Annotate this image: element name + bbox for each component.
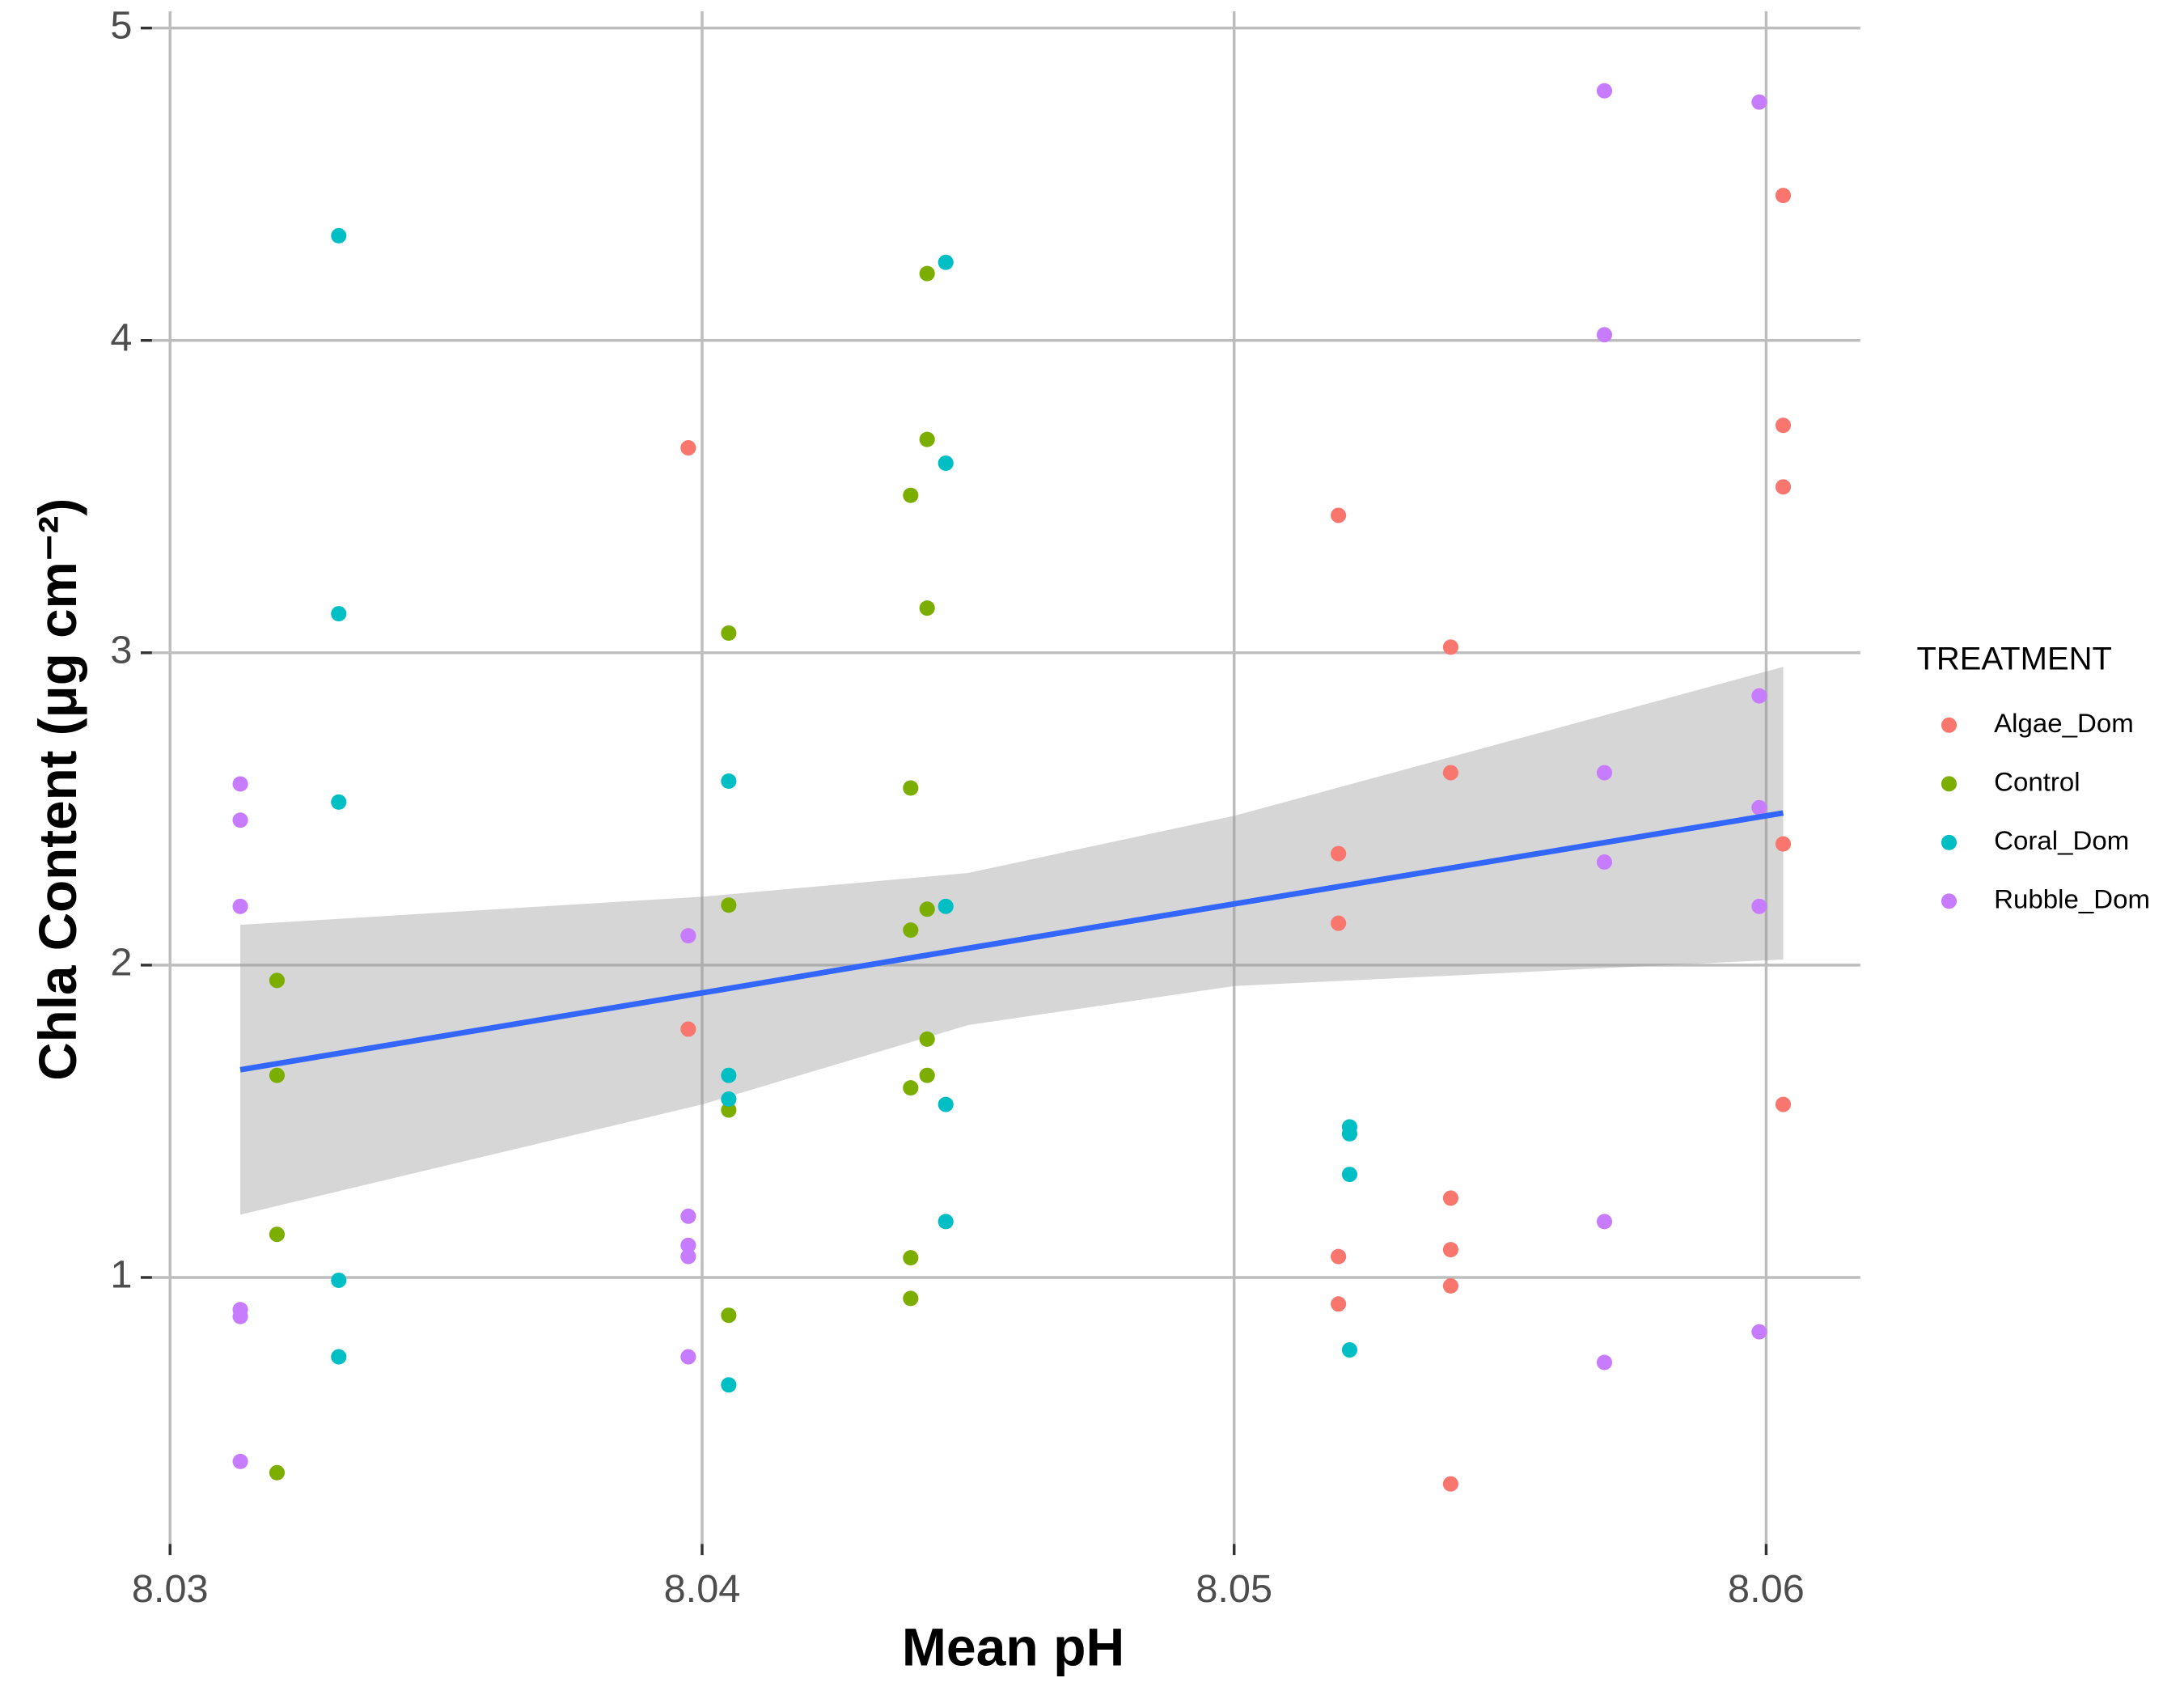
point <box>721 1067 737 1083</box>
legend-marker <box>1941 834 1958 850</box>
legend-label: Coral_Dom <box>1994 825 2129 855</box>
y-tick-label: 2 <box>110 941 132 985</box>
point <box>1442 1242 1458 1258</box>
point <box>1775 479 1792 495</box>
legend-marker <box>1941 717 1958 733</box>
point <box>903 780 919 796</box>
point <box>1596 1214 1613 1230</box>
x-tick-label: 8.03 <box>132 1567 209 1611</box>
point <box>331 606 347 622</box>
point <box>721 773 737 789</box>
x-axis-label: Mean pH <box>902 1617 1124 1677</box>
point <box>721 625 737 641</box>
legend-marker <box>1941 893 1958 909</box>
point <box>232 812 248 828</box>
point <box>680 1248 696 1265</box>
point <box>1442 765 1458 781</box>
point <box>938 1096 954 1112</box>
point <box>903 1290 919 1307</box>
point <box>919 431 935 447</box>
point <box>721 1102 737 1118</box>
point <box>1596 854 1613 870</box>
point <box>269 1227 286 1243</box>
point <box>680 440 696 456</box>
point <box>903 1250 919 1266</box>
point <box>269 1464 286 1481</box>
x-tick-label: 8.04 <box>664 1567 741 1611</box>
point <box>331 794 347 810</box>
point <box>1341 1342 1358 1358</box>
point <box>903 487 919 503</box>
point <box>1331 915 1347 931</box>
point <box>1442 1476 1458 1492</box>
point <box>232 1308 248 1324</box>
point <box>269 972 286 989</box>
point <box>269 1067 286 1083</box>
y-tick-label: 4 <box>110 316 132 360</box>
point <box>1775 417 1792 434</box>
point <box>1596 765 1613 781</box>
x-tick-label: 8.06 <box>1728 1567 1805 1611</box>
point <box>232 898 248 914</box>
point <box>721 1091 737 1108</box>
point <box>938 898 954 914</box>
point <box>1341 1125 1358 1142</box>
point <box>680 1237 696 1253</box>
point <box>1331 845 1347 862</box>
legend-title: TREATMENT <box>1916 641 2112 676</box>
x-tick-label: 8.05 <box>1196 1567 1272 1611</box>
point <box>1442 1277 1458 1294</box>
point <box>1341 1167 1358 1183</box>
point <box>1331 507 1347 523</box>
point <box>1775 1096 1792 1112</box>
point <box>680 1021 696 1037</box>
legend-label: Control <box>1994 767 2080 797</box>
point <box>721 1307 737 1324</box>
point <box>1596 327 1613 343</box>
point <box>1751 1324 1767 1340</box>
point <box>232 776 248 792</box>
point <box>1751 94 1767 110</box>
point <box>1775 836 1792 852</box>
point <box>938 254 954 270</box>
point <box>919 901 935 917</box>
point <box>721 1377 737 1393</box>
point <box>331 227 347 244</box>
point <box>1751 688 1767 704</box>
point <box>938 1214 954 1230</box>
point <box>1596 83 1613 99</box>
point <box>1751 799 1767 816</box>
point <box>721 897 737 913</box>
y-tick-label: 3 <box>110 629 132 672</box>
y-tick-label: 5 <box>110 4 132 48</box>
point <box>903 1080 919 1096</box>
point <box>1331 1248 1347 1265</box>
legend-label: Rubble_Dom <box>1994 884 2150 914</box>
legend-label: Algae_Dom <box>1994 708 2134 738</box>
point <box>1775 188 1792 204</box>
point <box>1596 1354 1613 1371</box>
point <box>1442 639 1458 655</box>
point <box>938 455 954 471</box>
point <box>1751 898 1767 914</box>
point <box>1331 1296 1347 1312</box>
point <box>919 1067 935 1083</box>
point <box>903 922 919 938</box>
point <box>919 600 935 616</box>
point <box>680 1208 696 1224</box>
point <box>680 1349 696 1365</box>
y-tick-label: 1 <box>110 1253 132 1297</box>
point <box>331 1272 347 1288</box>
point <box>232 1453 248 1469</box>
point <box>680 928 696 944</box>
point <box>919 265 935 282</box>
y-axis-label: Chla Content (μg cm⁻²) <box>28 498 87 1081</box>
point <box>331 1349 347 1365</box>
legend-marker <box>1941 776 1958 792</box>
point <box>1442 1190 1458 1206</box>
point <box>919 1031 935 1047</box>
trend-line <box>239 810 1784 1073</box>
